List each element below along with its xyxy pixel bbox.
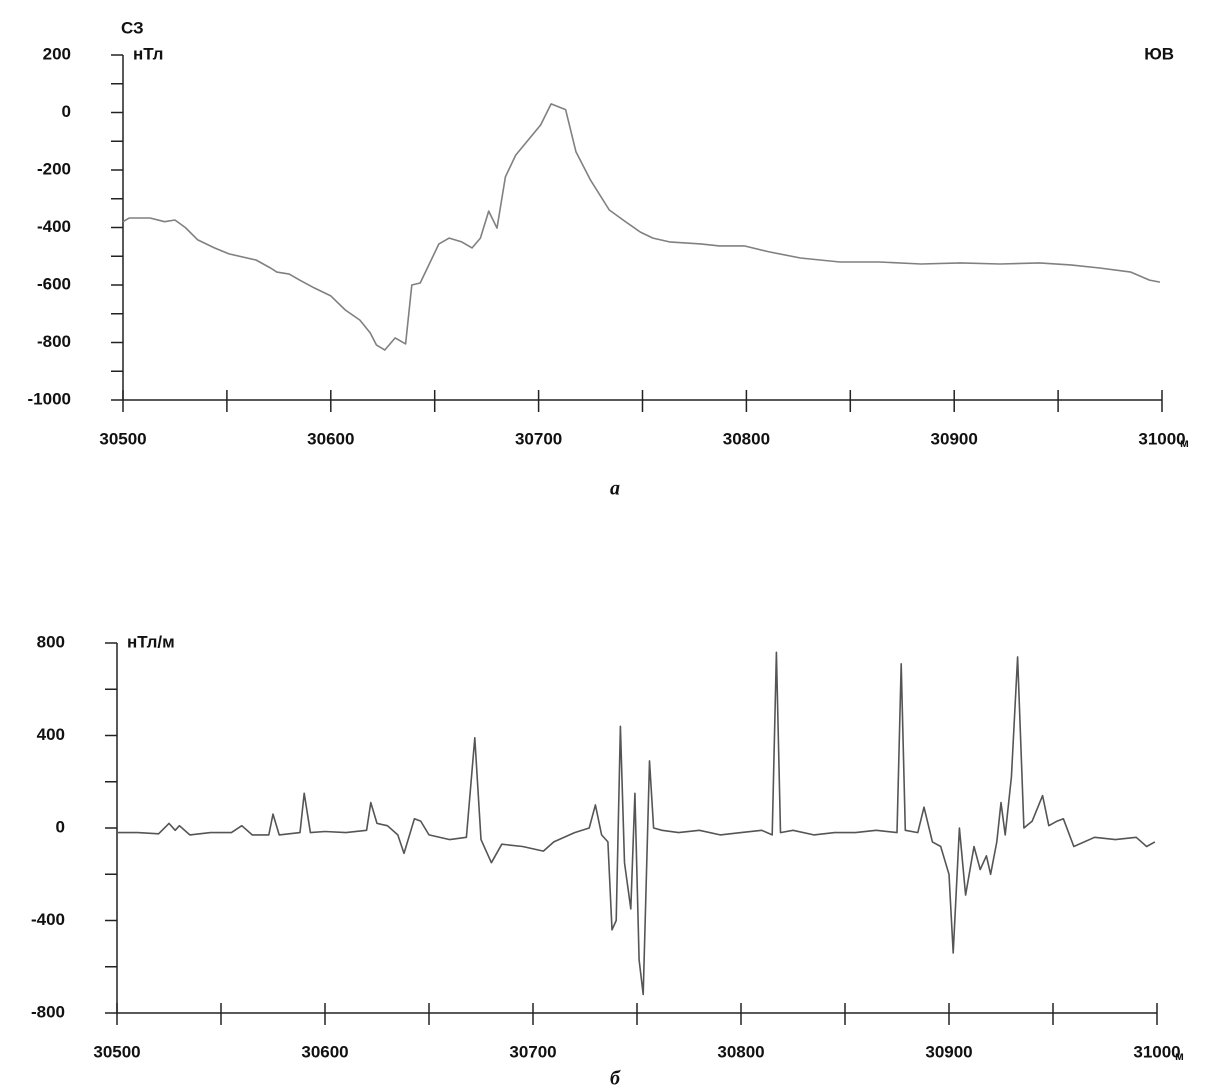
y-tick-label: 0 [62,102,71,121]
y-tick-label: 400 [37,725,65,744]
x-tick-label: 30800 [717,1042,764,1061]
x-tick-label: 30500 [99,429,146,448]
x-tick-label: 30900 [925,1042,972,1061]
x-tick-label: 30700 [515,429,562,448]
y-tick-label: -600 [37,274,71,293]
x-axis-label: м [1180,436,1189,450]
x-tick-label: 31000 [1133,1042,1180,1061]
x-tick-label: 30800 [723,429,770,448]
y-axis-label: нТл [133,44,163,63]
y-tick-label: -800 [37,332,71,351]
y-tick-label: 0 [56,817,65,836]
y-tick-label: 200 [43,44,71,63]
x-axis-label: м [1175,1049,1184,1063]
x-tick-label: 30600 [301,1042,348,1061]
y-tick-label: 800 [37,632,65,651]
x-tick-label: 31000 [1138,429,1185,448]
data-line [117,651,1156,996]
x-tick-label: 30700 [509,1042,556,1061]
x-tick-label: 30900 [931,429,978,448]
x-tick-label: 30500 [93,1042,140,1061]
y-axis-label: нТл/м [127,632,175,651]
data-line [122,103,1161,351]
direction-label: ЮВ [1144,44,1174,63]
y-tick-label: -400 [37,217,71,236]
y-tick-label: -200 [37,159,71,178]
y-tick-label: -1000 [28,389,71,408]
caption: а [610,478,620,500]
x-tick-label: 30600 [307,429,354,448]
y-tick-label: -400 [31,910,65,929]
y-tick-label: -800 [31,1002,65,1021]
direction-label: СЗ [121,18,144,37]
caption: б [610,1068,621,1090]
